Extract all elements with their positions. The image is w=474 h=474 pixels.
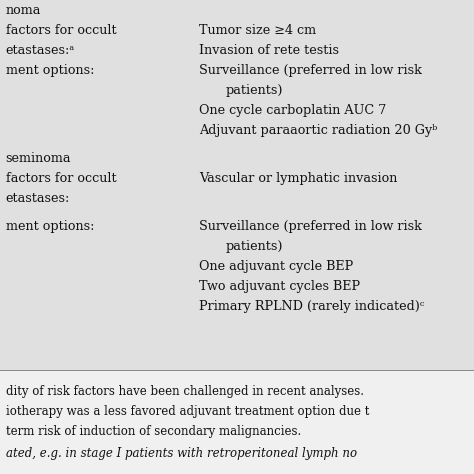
Text: ated, e.g. in stage I patients with retroperitoneal lymph no: ated, e.g. in stage I patients with retr… [6,447,357,460]
Text: term risk of induction of secondary malignancies.: term risk of induction of secondary mali… [6,425,301,438]
Text: iotherapy was a less favored adjuvant treatment option due t: iotherapy was a less favored adjuvant tr… [6,405,369,418]
Text: patients): patients) [225,240,283,253]
Text: ment options:: ment options: [6,64,94,77]
Bar [0,370,474,474]
Text: Vascular or lymphatic invasion: Vascular or lymphatic invasion [199,172,398,185]
Text: Adjuvant paraaortic radiation 20 Gyᵇ: Adjuvant paraaortic radiation 20 Gyᵇ [199,124,438,137]
Text: patients): patients) [225,84,283,97]
Text: Surveillance (preferred in low risk: Surveillance (preferred in low risk [199,220,422,233]
Text: Surveillance (preferred in low risk: Surveillance (preferred in low risk [199,64,422,77]
Text: One adjuvant cycle BEP: One adjuvant cycle BEP [199,260,353,273]
Text: etastases:: etastases: [6,192,70,205]
Text: noma: noma [6,4,41,17]
Text: etastases:ᵃ: etastases:ᵃ [6,44,75,57]
Text: Two adjuvant cycles BEP: Two adjuvant cycles BEP [199,280,360,293]
Text: Tumor size ≥4 cm: Tumor size ≥4 cm [199,24,316,37]
Text: factors for occult: factors for occult [6,24,116,37]
Text: factors for occult: factors for occult [6,172,116,185]
Text: One cycle carboplatin AUC 7: One cycle carboplatin AUC 7 [199,104,386,117]
Text: Primary RPLND (rarely indicated)ᶜ: Primary RPLND (rarely indicated)ᶜ [199,300,424,313]
Text: seminoma: seminoma [6,152,71,165]
Text: dity of risk factors have been challenged in recent analyses.: dity of risk factors have been challenge… [6,385,364,398]
Text: Invasion of rete testis: Invasion of rete testis [199,44,339,57]
Text: ment options:: ment options: [6,220,94,233]
